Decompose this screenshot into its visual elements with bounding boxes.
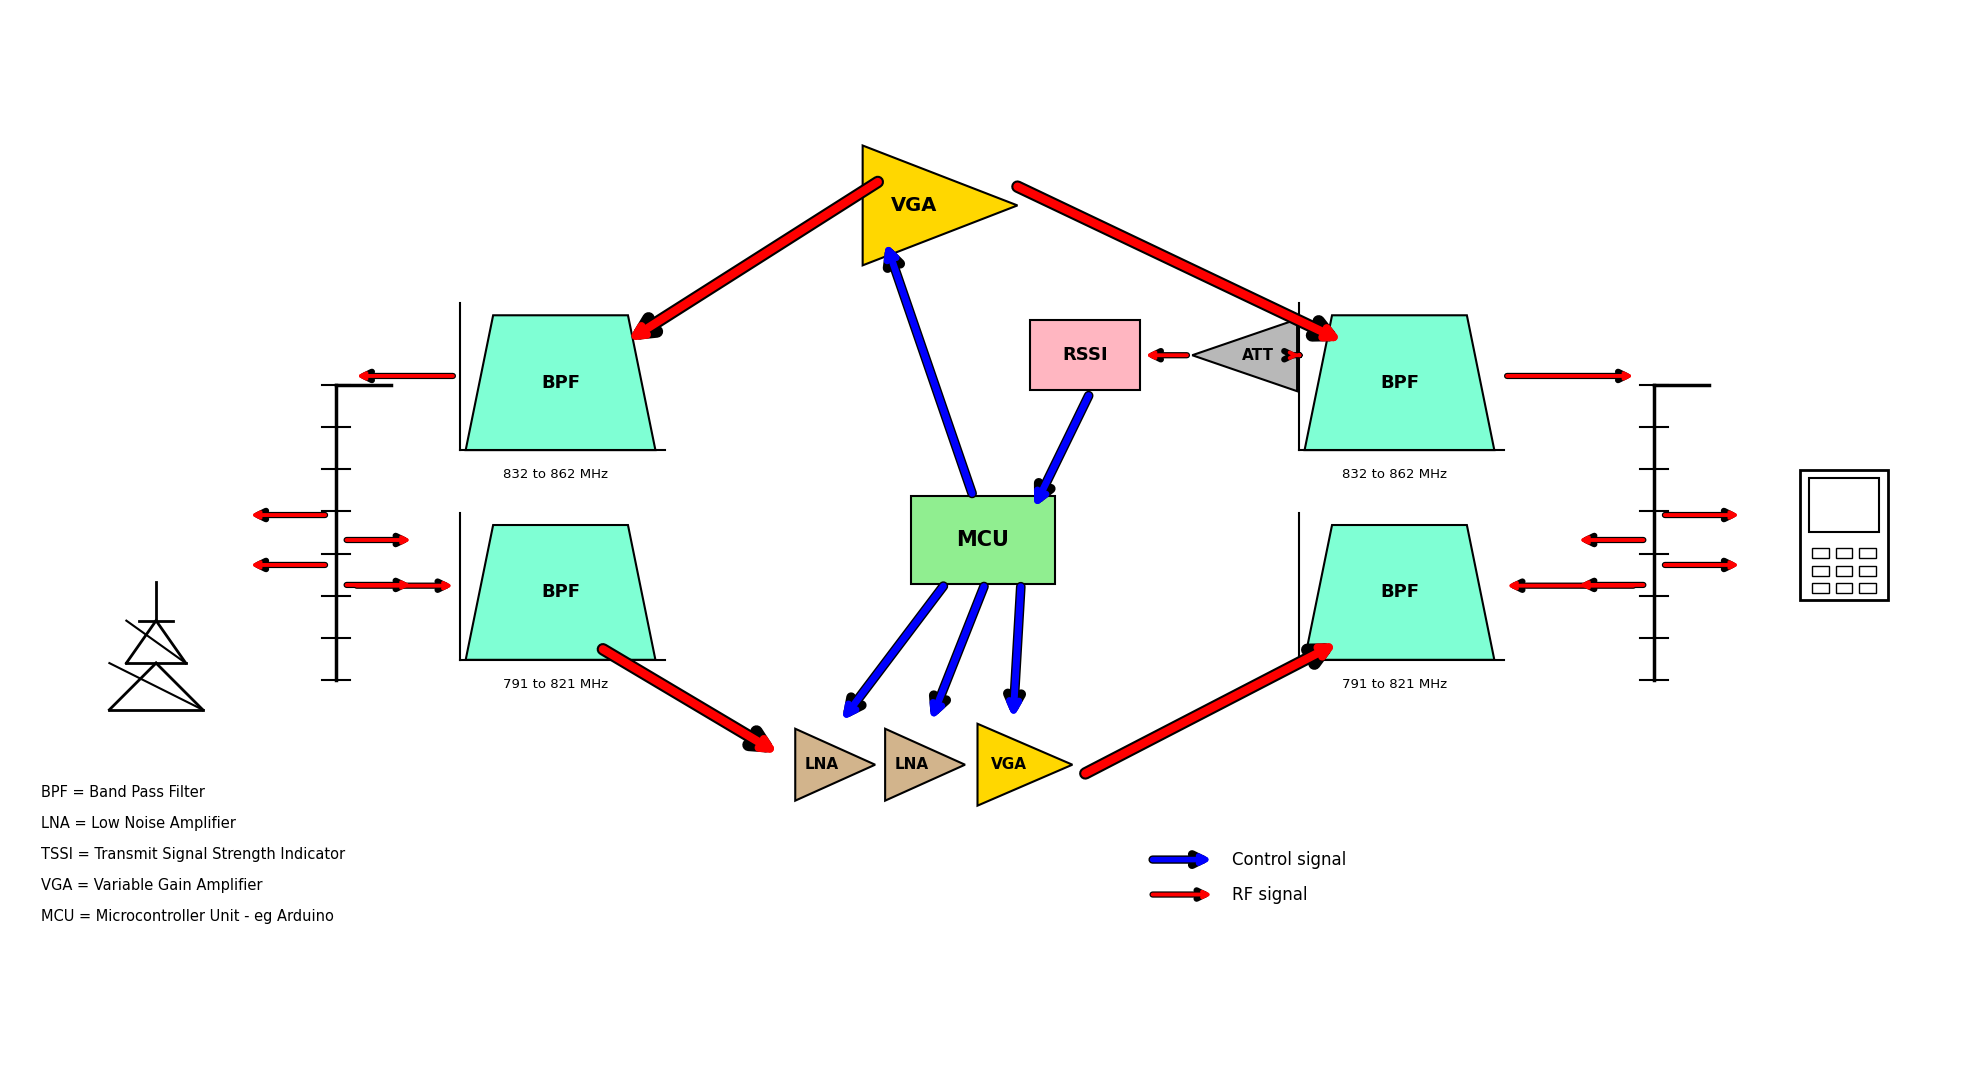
Text: MCU = Microcontroller Unit - eg Arduino: MCU = Microcontroller Unit - eg Arduino xyxy=(41,908,334,923)
Text: 832 to 862 MHz: 832 to 862 MHz xyxy=(1343,468,1447,482)
Text: MCU: MCU xyxy=(957,530,1009,550)
Polygon shape xyxy=(1305,316,1494,450)
Bar xyxy=(1860,583,1876,593)
Polygon shape xyxy=(1305,525,1494,660)
Text: 791 to 821 MHz: 791 to 821 MHz xyxy=(503,677,607,691)
Polygon shape xyxy=(1191,319,1298,392)
Polygon shape xyxy=(885,729,965,800)
Bar xyxy=(1836,566,1852,576)
Polygon shape xyxy=(977,723,1071,806)
Bar xyxy=(1801,470,1887,600)
Polygon shape xyxy=(794,729,875,800)
Text: LNA = Low Noise Amplifier: LNA = Low Noise Amplifier xyxy=(41,815,236,830)
Text: VGA: VGA xyxy=(991,758,1026,773)
Text: 791 to 821 MHz: 791 to 821 MHz xyxy=(1343,677,1447,691)
Bar xyxy=(1860,566,1876,576)
Bar xyxy=(1813,566,1828,576)
Bar xyxy=(1836,548,1852,559)
Bar xyxy=(1813,548,1828,559)
Text: BPF: BPF xyxy=(541,583,580,601)
Text: LNA: LNA xyxy=(895,758,928,773)
Text: BPF: BPF xyxy=(541,373,580,392)
Text: BPF = Band Pass Filter: BPF = Band Pass Filter xyxy=(41,784,204,799)
Bar xyxy=(1030,320,1140,391)
Text: TSSI = Transmit Signal Strength Indicator: TSSI = Transmit Signal Strength Indicato… xyxy=(41,846,346,861)
Polygon shape xyxy=(863,146,1018,265)
Text: RSSI: RSSI xyxy=(1062,347,1107,364)
Text: BPF: BPF xyxy=(1380,373,1419,392)
Text: BPF: BPF xyxy=(1380,583,1419,601)
Text: LNA: LNA xyxy=(804,758,839,773)
Bar xyxy=(1860,548,1876,559)
Polygon shape xyxy=(466,525,655,660)
Bar xyxy=(1813,583,1828,593)
Text: 832 to 862 MHz: 832 to 862 MHz xyxy=(503,468,607,482)
Text: VGA: VGA xyxy=(891,196,938,215)
Text: Control signal: Control signal xyxy=(1231,851,1347,869)
Polygon shape xyxy=(466,316,655,450)
Bar xyxy=(1809,478,1879,533)
Bar xyxy=(1836,583,1852,593)
Bar xyxy=(910,496,1056,584)
Text: VGA = Variable Gain Amplifier: VGA = Variable Gain Amplifier xyxy=(41,877,263,892)
Text: ATT: ATT xyxy=(1243,348,1274,363)
Text: RF signal: RF signal xyxy=(1231,886,1307,903)
